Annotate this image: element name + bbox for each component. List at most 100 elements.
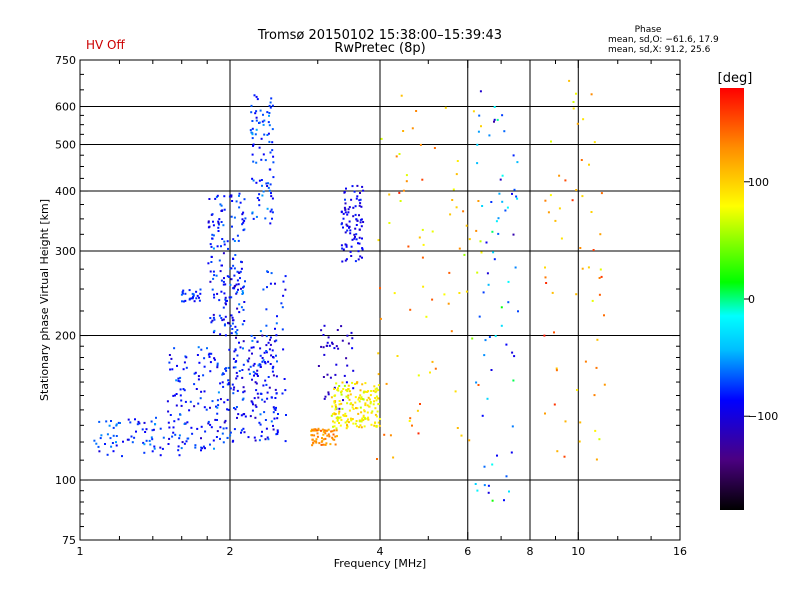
- echo-point: [421, 228, 424, 231]
- echo-point: [200, 437, 202, 440]
- echo-point: [375, 390, 378, 393]
- echo-point: [472, 110, 475, 113]
- echo-point: [584, 360, 587, 363]
- echo-point: [221, 432, 224, 435]
- echo-point: [241, 223, 244, 226]
- echo-point: [255, 405, 258, 408]
- echo-point: [380, 137, 383, 140]
- echo-point: [227, 408, 230, 411]
- echo-point: [220, 221, 223, 223]
- echo-point: [553, 403, 556, 406]
- echo-point: [232, 439, 235, 442]
- echo-point: [351, 406, 354, 409]
- echo-point: [222, 372, 224, 375]
- echo-point: [593, 394, 596, 397]
- echo-point: [468, 238, 471, 241]
- echo-point: [396, 355, 399, 357]
- echo-point: [483, 465, 486, 468]
- echo-point: [371, 410, 374, 413]
- echo-point: [358, 400, 361, 403]
- echo-point: [236, 354, 239, 357]
- echo-point: [443, 293, 446, 296]
- echo-point: [364, 382, 367, 385]
- echo-point: [204, 447, 206, 450]
- echo-point: [209, 361, 212, 364]
- echo-point: [434, 367, 437, 370]
- echo-point: [203, 406, 206, 409]
- echo-point: [271, 149, 274, 152]
- echo-point: [251, 378, 253, 381]
- echo-point: [214, 418, 217, 421]
- echo-point: [334, 413, 337, 416]
- echo-point: [344, 198, 346, 201]
- echo-point: [221, 209, 224, 212]
- echo-point: [369, 401, 372, 403]
- echo-point: [360, 396, 363, 399]
- echo-point: [352, 215, 355, 218]
- echo-point: [232, 238, 235, 241]
- echo-point: [153, 445, 156, 448]
- echo-point: [223, 324, 226, 327]
- echo-point: [142, 441, 145, 444]
- echo-point: [179, 413, 182, 416]
- echo-point: [213, 447, 215, 450]
- echo-point: [265, 182, 268, 185]
- echo-point: [206, 347, 208, 350]
- echo-point: [362, 414, 365, 417]
- echo-point: [266, 207, 269, 210]
- echo-point: [254, 372, 257, 375]
- echo-point: [268, 189, 271, 192]
- phase-colorbar: [deg] 100 0 −100: [718, 71, 778, 510]
- echo-point: [210, 426, 213, 429]
- echo-point: [389, 434, 392, 437]
- echo-point: [219, 333, 222, 336]
- echo-point: [229, 431, 232, 434]
- echo-point: [336, 435, 338, 438]
- echo-point: [479, 90, 482, 93]
- echo-point: [366, 391, 369, 393]
- echo-point: [216, 430, 219, 433]
- echo-point: [340, 419, 343, 421]
- echo-point: [171, 435, 174, 438]
- echo-point: [216, 292, 219, 295]
- echo-point: [315, 441, 318, 444]
- echo-point: [167, 410, 170, 413]
- echo-point: [335, 407, 338, 410]
- echo-point: [341, 260, 344, 263]
- echo-point: [256, 340, 259, 343]
- echo-point: [251, 127, 254, 130]
- echo-point: [326, 434, 329, 437]
- echo-point: [343, 374, 346, 377]
- echo-point: [255, 110, 258, 113]
- echo-point: [348, 390, 351, 393]
- echo-point: [496, 118, 499, 121]
- echo-point: [340, 390, 343, 393]
- echo-point: [217, 404, 220, 407]
- echo-point: [355, 238, 358, 241]
- echo-point: [274, 409, 277, 411]
- echo-point: [238, 206, 241, 209]
- echo-point: [407, 245, 410, 248]
- echo-point: [477, 200, 480, 202]
- echo-point: [345, 258, 348, 261]
- echo-point: [512, 379, 515, 382]
- echo-point: [503, 499, 505, 502]
- echo-point: [492, 251, 495, 254]
- echo-point: [136, 423, 139, 426]
- echo-point: [217, 220, 220, 223]
- echo-point: [353, 237, 356, 240]
- echo-point: [331, 405, 334, 408]
- echo-point: [343, 191, 346, 194]
- echo-point: [220, 290, 223, 293]
- echo-point: [356, 381, 359, 384]
- echo-point: [243, 219, 246, 222]
- x-axis-label: Frequency [MHz]: [334, 557, 426, 570]
- echo-point: [483, 484, 486, 487]
- echo-point: [356, 219, 359, 222]
- echo-point: [185, 356, 188, 359]
- echo-point: [281, 306, 284, 309]
- echo-point: [149, 443, 152, 446]
- echo-point: [231, 319, 234, 322]
- echo-point: [375, 424, 378, 427]
- echo-point: [200, 449, 202, 452]
